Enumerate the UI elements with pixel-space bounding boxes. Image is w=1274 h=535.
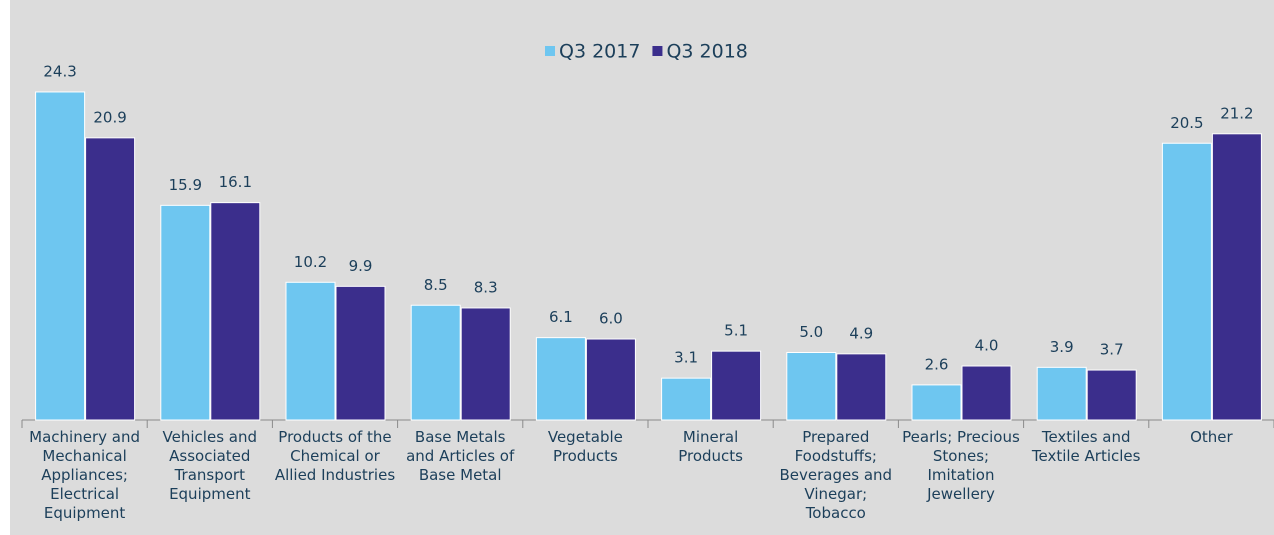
data-label: 24.3 xyxy=(43,62,76,80)
bar xyxy=(35,91,86,421)
x-tick-label: Textiles and Textile Articles xyxy=(1031,428,1141,465)
legend-swatch xyxy=(652,46,663,56)
bar xyxy=(1161,142,1212,421)
bar xyxy=(210,202,261,421)
bar xyxy=(160,204,211,421)
data-label: 4.9 xyxy=(849,324,873,342)
x-tick-label: Products of the Chemical or Allied Indus… xyxy=(274,428,396,484)
data-label: 10.2 xyxy=(294,253,327,271)
data-label: 20.9 xyxy=(93,108,126,126)
legend-label: Q3 2018 xyxy=(666,41,747,63)
bar xyxy=(1036,366,1087,421)
bar xyxy=(335,285,386,421)
data-label: 3.1 xyxy=(674,349,698,367)
legend-swatch xyxy=(545,46,555,56)
legend-label: Q3 2017 xyxy=(559,41,640,63)
bar xyxy=(836,353,887,421)
bar xyxy=(711,350,762,421)
data-label: 21.2 xyxy=(1220,104,1253,122)
bar xyxy=(535,337,586,421)
data-label: 8.3 xyxy=(474,278,498,296)
data-label: 15.9 xyxy=(169,176,202,194)
bar xyxy=(85,137,136,421)
x-tick-label: Machinery and Mechanical Appliances; Ele… xyxy=(29,428,140,522)
x-tick-label: Pearls; Precious Stones; Imitation Jewel… xyxy=(902,428,1020,503)
x-tick-label: Other xyxy=(1190,428,1233,446)
bar xyxy=(911,384,962,421)
data-label: 3.9 xyxy=(1050,338,1074,356)
bar xyxy=(661,377,712,421)
data-label: 9.9 xyxy=(349,257,373,275)
data-label: 16.1 xyxy=(219,173,252,191)
x-tick-label: Base Metals and Articles of Base Metal xyxy=(406,428,515,484)
bar xyxy=(786,352,837,421)
x-tick-label: Prepared Foodstuffs; Beverages and Vineg… xyxy=(779,428,893,522)
data-label: 2.6 xyxy=(925,355,949,373)
data-label: 8.5 xyxy=(424,276,448,294)
data-label: 5.1 xyxy=(724,322,748,340)
bar xyxy=(585,338,636,421)
bar xyxy=(460,307,511,421)
data-label: 20.5 xyxy=(1170,114,1203,132)
data-label: 6.1 xyxy=(549,308,573,326)
bar xyxy=(285,281,336,421)
x-tick-label: Mineral Products xyxy=(678,428,743,465)
bar xyxy=(961,365,1012,421)
bar xyxy=(1086,369,1137,421)
x-tick-label: Vehicles and Associated Transport Equipm… xyxy=(162,428,257,503)
data-label: 4.0 xyxy=(975,337,999,355)
data-label: 6.0 xyxy=(599,310,623,328)
data-label: 3.7 xyxy=(1100,341,1124,359)
x-tick-label: Vegetable Products xyxy=(547,428,623,465)
bar xyxy=(410,304,461,421)
data-label: 5.0 xyxy=(799,323,823,341)
bar xyxy=(1211,133,1262,421)
